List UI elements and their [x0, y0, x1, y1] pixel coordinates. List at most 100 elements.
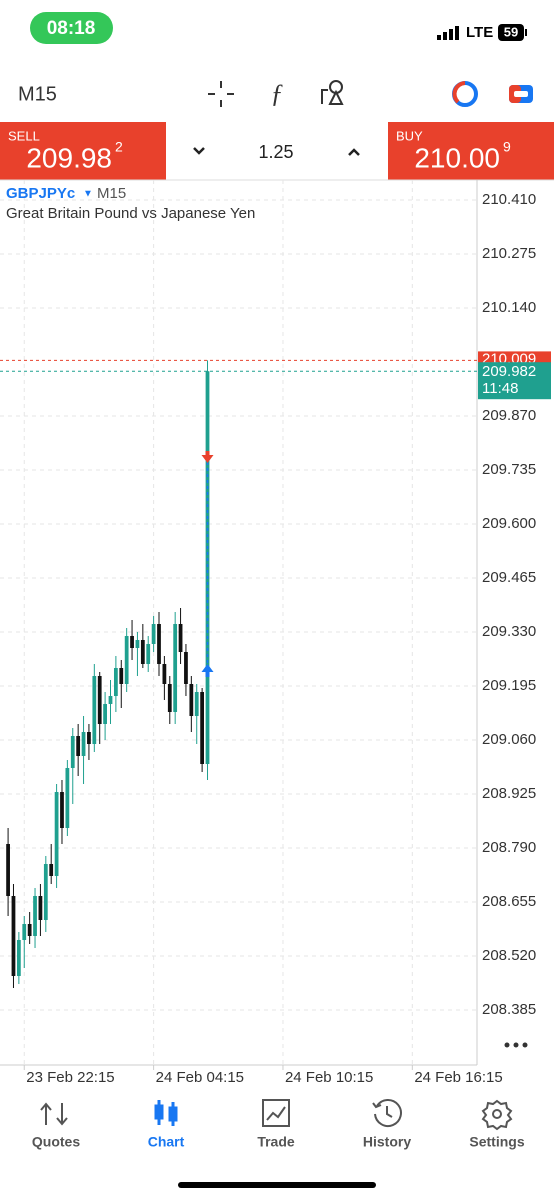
candle-body — [162, 664, 167, 684]
tab-label: History — [363, 1134, 411, 1150]
candle-body — [205, 371, 210, 764]
home-indicator — [178, 1182, 376, 1188]
candle-body — [130, 636, 134, 648]
tab[interactable]: Settings — [469, 1099, 525, 1150]
battery-level: 59 — [504, 24, 518, 39]
bid-tag — [478, 362, 551, 400]
y-tick-label: 209.465 — [482, 569, 536, 586]
candle-body — [146, 644, 151, 664]
candle-body — [194, 692, 199, 716]
y-tick-label: 208.655 — [482, 893, 536, 910]
clock: 08:18 — [47, 18, 96, 39]
bar-countdown: 11:48 — [482, 380, 518, 397]
y-tick-label: 209.735 — [482, 461, 536, 478]
candle-body — [178, 624, 183, 652]
indicators-button[interactable]: ƒ — [271, 79, 284, 108]
y-tick-label: 208.385 — [482, 1001, 536, 1018]
sell-button[interactable] — [0, 122, 166, 180]
candle-body — [200, 692, 205, 764]
candle-body — [103, 704, 107, 724]
sell-marker — [201, 451, 214, 463]
symbol[interactable]: GBPJPYc — [6, 185, 75, 202]
x-tick-label: 24 Feb 04:15 — [156, 1069, 244, 1086]
battery-tip — [525, 29, 527, 36]
tab-label: Trade — [257, 1134, 295, 1150]
bid-price: 209.982 — [482, 363, 536, 380]
x-tick-label: 23 Feb 22:15 — [26, 1069, 114, 1086]
tab-icon — [372, 1099, 402, 1127]
time-pill — [30, 12, 113, 44]
candle-body — [60, 792, 64, 828]
candle-body — [33, 896, 37, 936]
timeframe-button[interactable]: M15 — [18, 83, 57, 105]
candle-body — [11, 896, 16, 976]
symbol-dropdown[interactable]: ▼ — [83, 189, 93, 200]
candle-body — [76, 736, 81, 756]
tab[interactable]: History — [363, 1099, 411, 1150]
objects-button[interactable] — [321, 80, 344, 105]
tab-label: Settings — [469, 1134, 524, 1150]
y-tick-label: 209.330 — [482, 623, 536, 640]
plot — [0, 359, 477, 988]
battery — [498, 24, 524, 41]
y-tick-label: 208.925 — [482, 785, 536, 802]
buy-button[interactable] — [388, 122, 554, 180]
buy-label: BUY — [396, 128, 423, 143]
one-click-button[interactable] — [452, 81, 478, 107]
volume-down[interactable] — [193, 147, 205, 155]
candle-body — [140, 640, 145, 664]
y-tick-label: 209.195 — [482, 677, 536, 694]
candle-body — [124, 636, 129, 684]
more-button[interactable] — [504, 1042, 528, 1048]
candle-body — [70, 736, 75, 768]
buy-marker — [201, 664, 214, 677]
tab-bar: Quotes Chart Trade History Settings — [32, 1099, 525, 1150]
candle-body — [27, 924, 32, 936]
candle-body — [135, 640, 140, 648]
sell-pip: 2 — [115, 139, 123, 155]
candle-body — [6, 844, 10, 896]
candle-body — [184, 652, 188, 684]
candle-body — [167, 684, 172, 712]
candle-body — [49, 864, 54, 876]
y-tick-label: 208.520 — [482, 947, 536, 964]
grid — [0, 180, 477, 1065]
candle-body — [65, 768, 70, 828]
y-tick-label: 210.275 — [482, 245, 536, 262]
volume[interactable]: 1.25 — [258, 142, 293, 162]
candle-body — [113, 668, 118, 696]
axes: 210.410 210.275 210.140 209.870 209.735 209.6… — [23, 191, 551, 1086]
y-tick-label: 209.600 — [482, 515, 536, 532]
buy-pip: 9 — [503, 139, 511, 155]
chart-timeframe: M15 — [97, 185, 126, 202]
x-tick-label: 24 Feb 16:15 — [414, 1069, 502, 1086]
tab[interactable]: Chart — [148, 1100, 185, 1150]
y-tick-label: 210.410 — [482, 191, 536, 208]
tab-label: Quotes — [32, 1134, 80, 1150]
candle-body — [22, 924, 27, 940]
candle-body — [119, 668, 124, 684]
candle-body — [108, 696, 113, 704]
candle-body — [157, 624, 161, 664]
candle-body — [173, 624, 178, 712]
sell-price: 209.98 — [26, 142, 112, 173]
candle-body — [97, 676, 102, 724]
candle-body — [43, 864, 48, 920]
tab-icon — [40, 1102, 68, 1126]
candle-body — [92, 676, 97, 744]
signal-icon — [437, 26, 459, 40]
candle-body — [81, 732, 86, 756]
candle-body — [87, 732, 91, 744]
candle-body — [151, 624, 156, 644]
candle-body — [189, 684, 194, 716]
crosshair-button[interactable] — [208, 81, 234, 107]
tab[interactable]: Quotes — [32, 1102, 80, 1150]
volume-up[interactable] — [348, 148, 360, 156]
sell-label: SELL — [8, 128, 40, 143]
y-tick-label: 209.060 — [482, 731, 536, 748]
tab[interactable]: Trade — [257, 1099, 295, 1150]
candle-body — [38, 896, 43, 920]
candle-body — [54, 792, 59, 876]
tab-icon — [481, 1099, 513, 1131]
trade-button[interactable] — [509, 85, 533, 103]
